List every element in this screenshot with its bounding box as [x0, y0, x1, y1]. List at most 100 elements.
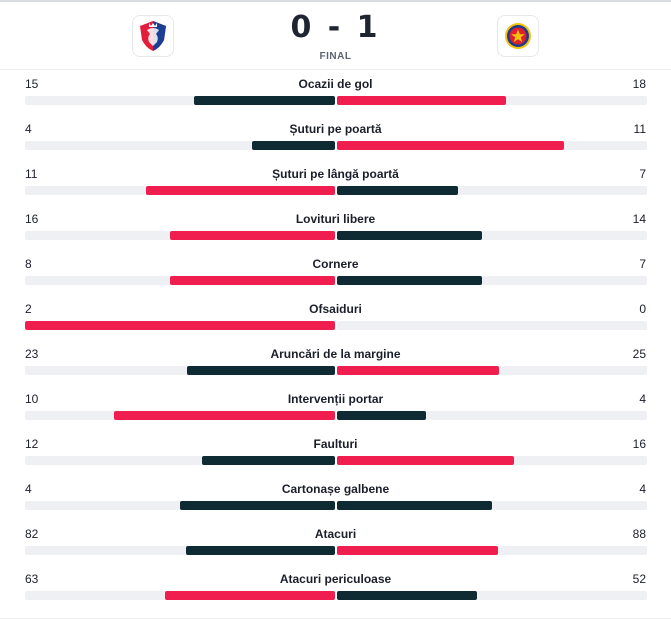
away-bar-track [337, 186, 647, 195]
stat-name: Aruncări de la margine [270, 347, 401, 361]
home-value: 63 [25, 572, 39, 586]
home-bar-track [25, 276, 335, 285]
stat-name: Atacuri periculoase [279, 572, 392, 586]
away-value: 0 [639, 302, 646, 316]
home-bar-track [25, 186, 335, 195]
home-bar-track [25, 591, 335, 600]
home-bar-track [25, 366, 335, 375]
away-bar-track [337, 456, 647, 465]
home-bar [194, 96, 335, 105]
away-value: 4 [639, 392, 646, 406]
away-value: 7 [639, 167, 646, 181]
away-value: 14 [632, 212, 646, 226]
home-value: 15 [25, 77, 39, 91]
stat-name: Atacuri [314, 527, 357, 541]
stat-row: 4 Șuturi pe poartă 11 [0, 115, 671, 160]
home-bar [180, 501, 335, 510]
away-bar-track [337, 321, 647, 330]
home-bar [165, 591, 335, 600]
match-header: 0 - 1 FINAL [0, 2, 671, 70]
match-status: FINAL [319, 51, 352, 62]
home-bar-track [25, 501, 335, 510]
away-value: 16 [632, 437, 646, 451]
home-bar [252, 141, 335, 150]
stat-name: Intervenții portar [287, 392, 384, 406]
home-value: 12 [25, 437, 39, 451]
home-value: 23 [25, 347, 39, 361]
shield-icon [140, 21, 166, 51]
stat-name: Lovituri libere [295, 212, 376, 226]
home-bar [114, 411, 335, 420]
away-team-logo[interactable] [497, 15, 539, 57]
home-value: 4 [25, 122, 32, 136]
away-bar [337, 186, 458, 195]
stat-row: 23 Aruncări de la margine 25 [0, 340, 671, 385]
stat-name: Ofsaiduri [309, 302, 362, 316]
stat-row: 4 Cartonașe galbene 4 [0, 475, 671, 520]
away-value: 18 [632, 77, 646, 91]
away-value: 88 [632, 527, 646, 541]
away-bar [337, 366, 499, 375]
stat-row: 2 Ofsaiduri 0 [0, 295, 671, 340]
away-bar-track [337, 411, 647, 420]
star-icon [505, 23, 531, 49]
away-bar-track [337, 366, 647, 375]
stat-name: Ocazii de gol [298, 77, 373, 91]
home-value: 82 [25, 527, 39, 541]
home-value: 11 [25, 167, 38, 181]
home-bar [186, 546, 335, 555]
away-bar [337, 591, 477, 600]
home-value: 8 [25, 257, 32, 271]
away-bar-track [337, 546, 647, 555]
stat-name: Șuturi pe lângă poartă [272, 167, 399, 181]
top-divider [0, 0, 671, 2]
match-score: 0 - 1 [290, 10, 381, 45]
home-bar [202, 456, 335, 465]
away-value: 52 [632, 572, 646, 586]
home-value: 10 [25, 392, 39, 406]
home-bar [170, 276, 335, 285]
stat-row: 15 Ocazii de gol 18 [0, 70, 671, 115]
away-bar [337, 96, 506, 105]
stat-row: 82 Atacuri 88 [0, 520, 671, 565]
home-bar [170, 231, 335, 240]
away-bar [337, 231, 482, 240]
away-bar-track [337, 591, 647, 600]
home-bar [25, 321, 335, 330]
home-bar-track [25, 321, 335, 330]
stat-name: Cartonașe galbene [281, 482, 390, 496]
away-bar [337, 141, 564, 150]
stat-row: 63 Atacuri periculoase 52 [0, 565, 671, 610]
home-bar [146, 186, 335, 195]
away-value: 25 [632, 347, 646, 361]
away-value: 11 [633, 122, 646, 136]
away-bar [337, 276, 482, 285]
home-value: 4 [25, 482, 32, 496]
away-bar [337, 501, 492, 510]
home-value: 16 [25, 212, 39, 226]
stat-row: 10 Intervenții portar 4 [0, 385, 671, 430]
stat-row: 8 Cornere 7 [0, 250, 671, 295]
away-bar-track [337, 96, 647, 105]
home-bar [187, 366, 335, 375]
away-bar-track [337, 501, 647, 510]
bottom-divider [0, 618, 671, 619]
away-bar [337, 411, 426, 420]
away-value: 4 [639, 482, 646, 496]
home-bar-track [25, 141, 335, 150]
away-bar [337, 456, 514, 465]
home-bar-track [25, 96, 335, 105]
stat-name: Cornere [312, 257, 359, 271]
stat-row: 12 Faulturi 16 [0, 430, 671, 475]
home-bar-track [25, 231, 335, 240]
stat-name: Faulturi [313, 437, 358, 451]
home-bar-track [25, 456, 335, 465]
stat-row: 11 Șuturi pe lângă poartă 7 [0, 160, 671, 205]
away-bar [337, 546, 498, 555]
stat-row: 16 Lovituri libere 14 [0, 205, 671, 250]
away-value: 7 [639, 257, 646, 271]
away-bar-track [337, 141, 647, 150]
home-team-logo[interactable] [132, 15, 174, 57]
stat-name: Șuturi pe poartă [289, 122, 382, 136]
home-bar-track [25, 411, 335, 420]
